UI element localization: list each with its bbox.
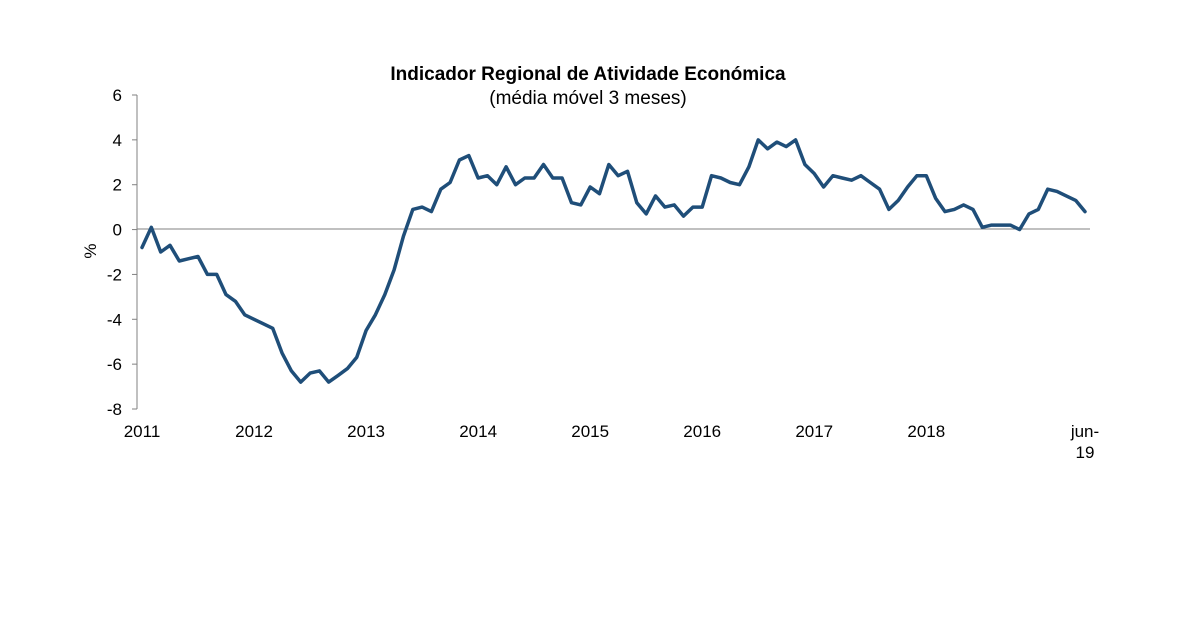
chart-subtitle: (média móvel 3 meses) (489, 88, 686, 109)
x-tick-label: 2015 (571, 422, 609, 441)
x-tick-label: 2013 (347, 422, 385, 441)
chart-title: Indicador Regional de Atividade Económic… (390, 64, 786, 85)
y-tick-label: 6 (113, 86, 122, 105)
x-tick-label: 2017 (795, 422, 833, 441)
y-tick-label: 4 (113, 131, 122, 150)
x-tick-label: 2016 (683, 422, 721, 441)
y-tick-label: 0 (113, 221, 122, 240)
y-axis-ticks: 6 4 2 0 -2 -4 -6 -8 (107, 86, 137, 419)
y-tick-label: -4 (107, 310, 122, 329)
y-tick-label: -2 (107, 265, 122, 284)
x-tick-label: 2014 (459, 422, 497, 441)
x-tick-label: 2011 (124, 422, 161, 441)
x-tick-label: 19 (1076, 443, 1095, 462)
y-tick-label: -8 (107, 400, 122, 419)
x-tick-label: jun- (1070, 422, 1099, 441)
series-line (140, 138, 1087, 384)
y-tick-label: -6 (107, 355, 122, 374)
x-tick-label: 2018 (907, 422, 945, 441)
x-axis-ticks: 2011 2012 2013 2014 2015 2016 2017 2018 jun- 19 (124, 422, 1099, 462)
y-tick-label: 2 (113, 176, 122, 195)
x-tick-label: 2012 (235, 422, 273, 441)
y-axis-title: % (81, 243, 100, 258)
